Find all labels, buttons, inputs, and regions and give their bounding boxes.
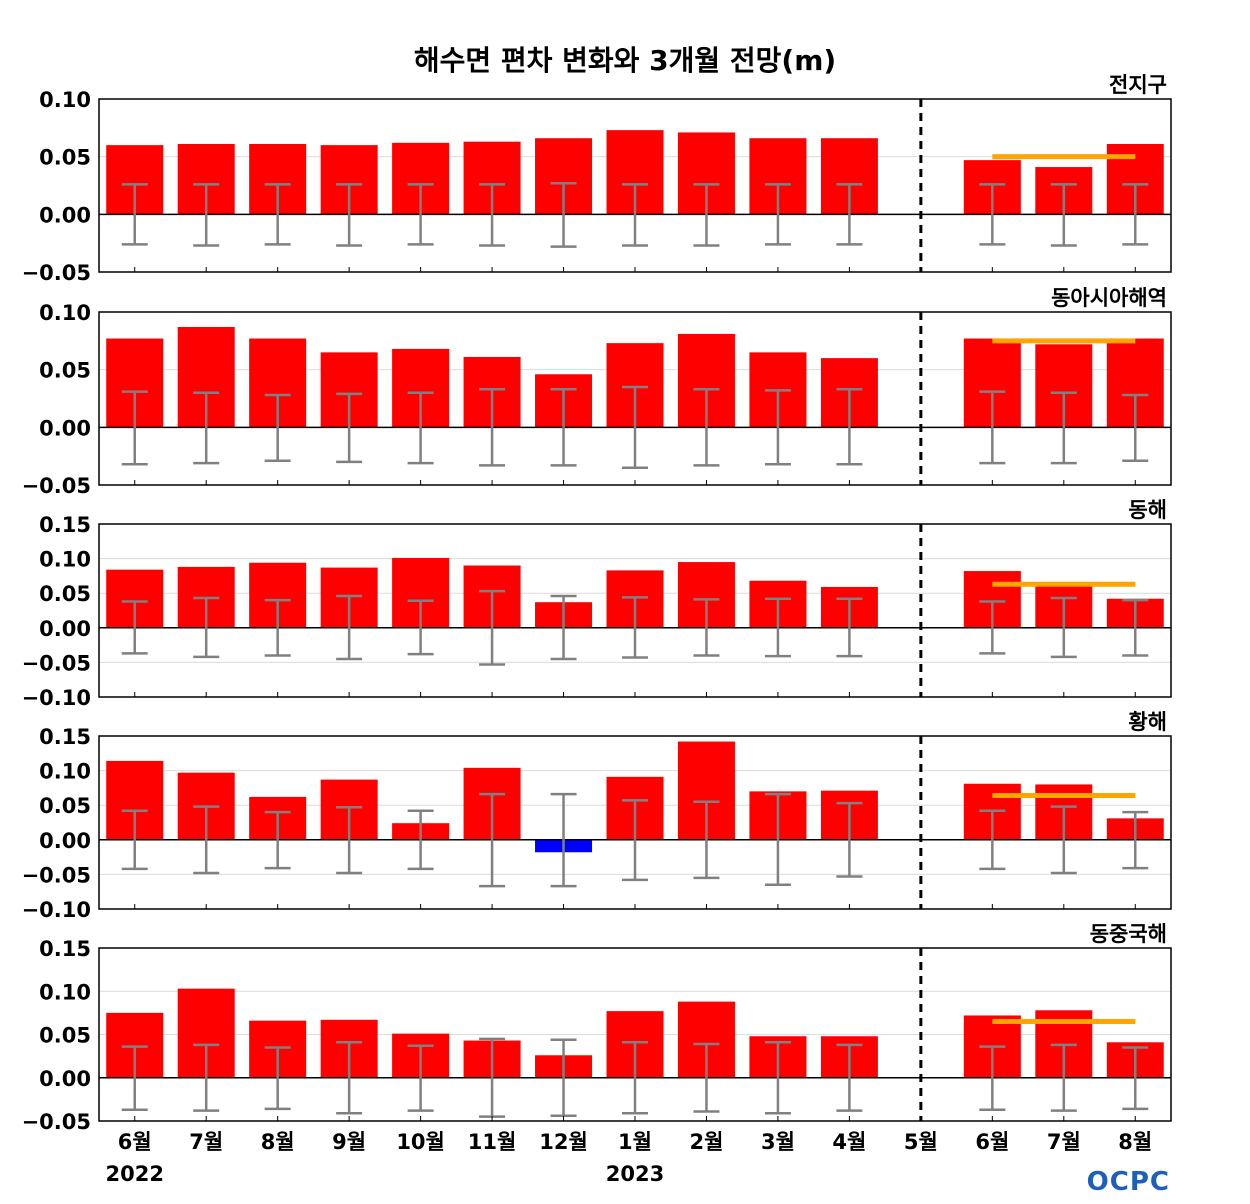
- year-label: 2022: [106, 1162, 164, 1186]
- y-tick-label: −0.10: [22, 686, 91, 710]
- y-tick-label: −0.05: [22, 474, 91, 498]
- ocpc-logo: OCPC: [1087, 1167, 1170, 1197]
- x-tick-label: 8월: [1118, 1130, 1152, 1154]
- x-tick-label: 3월: [761, 1130, 795, 1154]
- region-label: 황해: [1128, 710, 1167, 734]
- y-tick-label: 0.05: [39, 359, 91, 383]
- y-tick-label: −0.05: [22, 1110, 91, 1134]
- x-tick-label: 7월: [1047, 1130, 1081, 1154]
- y-tick-label: 0.10: [39, 548, 91, 572]
- panel-3: −0.10 −0.05 0.00 0.05 0.10 0.15 동해: [22, 498, 1172, 710]
- y-tick-label: 0.05: [39, 794, 91, 818]
- y-tick-label: −0.10: [22, 898, 91, 922]
- panel-frame: [98, 98, 1172, 273]
- chart-title: 해수면 편차 변화와 3개월 전망(m): [414, 44, 836, 77]
- y-tick-label: 0.10: [39, 760, 91, 784]
- x-tick-label: 6월: [975, 1130, 1009, 1154]
- region-label: 동중국해: [1090, 922, 1167, 946]
- panel-1: −0.05 0.00 0.05 0.10 전지구: [22, 73, 1172, 285]
- panel-frame: [98, 523, 1172, 698]
- y-tick-label: 0.00: [39, 1067, 91, 1091]
- y-tick-label: 0.00: [39, 829, 91, 853]
- y-tick-label: −0.05: [22, 863, 91, 887]
- region-label: 전지구: [1109, 73, 1167, 97]
- panel-frame: [98, 735, 1172, 910]
- x-tick-label: 12월: [539, 1130, 588, 1154]
- x-tick-label: 5월: [904, 1130, 938, 1154]
- x-tick-label: 6월: [118, 1130, 152, 1154]
- x-tick-label: 7월: [189, 1130, 223, 1154]
- y-tick-label: −0.05: [22, 261, 91, 285]
- panel-5: −0.05 0.00 0.05 0.10 0.15 동중국해: [22, 922, 1172, 1134]
- y-tick-label: 0.10: [39, 980, 91, 1004]
- panel-frame: [98, 311, 1172, 486]
- x-tick-label: 8월: [261, 1130, 295, 1154]
- y-tick-label: 0.05: [39, 146, 91, 170]
- year-label: 2023: [606, 1162, 664, 1186]
- y-tick-label: 0.10: [39, 88, 91, 112]
- x-tick-label: 1월: [618, 1130, 652, 1154]
- panel-2: −0.05 0.00 0.05 0.10 동아시아해역: [22, 286, 1172, 498]
- y-tick-label: 0.05: [39, 1024, 91, 1048]
- region-label: 동해: [1128, 498, 1167, 522]
- panel-frame: [98, 947, 1172, 1122]
- y-tick-label: 0.00: [39, 203, 91, 227]
- y-tick-label: 0.10: [39, 301, 91, 325]
- y-tick-label: 0.00: [39, 416, 91, 440]
- y-tick-label: 0.15: [39, 937, 91, 961]
- y-tick-label: 0.00: [39, 617, 91, 641]
- x-tick-label: 9월: [332, 1130, 366, 1154]
- panel-4: −0.10 −0.05 0.00 0.05 0.10 0.15 황해: [22, 710, 1172, 922]
- y-tick-label: 0.05: [39, 582, 91, 606]
- x-tick-label: 11월: [468, 1130, 517, 1154]
- x-tick-label: 2월: [689, 1130, 723, 1154]
- y-tick-label: 0.15: [39, 725, 91, 749]
- region-label: 동아시아해역: [1051, 286, 1167, 310]
- y-tick-label: −0.05: [22, 651, 91, 675]
- x-tick-label: 4월: [832, 1130, 866, 1154]
- y-tick-label: 0.15: [39, 513, 91, 537]
- x-tick-label: 10월: [396, 1130, 445, 1154]
